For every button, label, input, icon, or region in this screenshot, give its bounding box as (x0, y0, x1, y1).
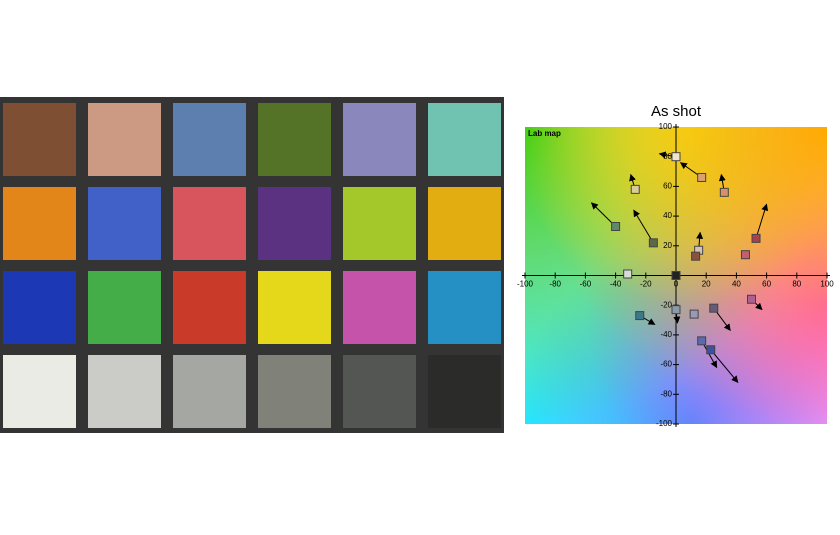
point (671, 305, 681, 315)
point (719, 187, 729, 197)
x-tick-label: 80 (792, 280, 801, 289)
x-tick-label: 100 (820, 280, 834, 289)
swatch (3, 271, 76, 344)
y-tick-label: 100 (659, 122, 673, 131)
x-tick-label: -60 (580, 280, 592, 289)
point (706, 345, 716, 355)
swatch (343, 103, 416, 176)
point (709, 303, 719, 313)
x-tick-label: -20 (640, 280, 652, 289)
point (691, 251, 701, 261)
x-tick-label: -80 (549, 280, 561, 289)
y-tick-label: 60 (663, 182, 672, 191)
swatch (88, 187, 161, 260)
y-tick-label: 20 (663, 241, 672, 250)
swatch (343, 355, 416, 428)
swatch (343, 271, 416, 344)
y-tick-label: -20 (660, 300, 672, 309)
x-tick-label: -100 (517, 280, 534, 289)
swatch (3, 103, 76, 176)
shift-arrow (710, 349, 739, 383)
checker-frame (0, 97, 504, 433)
point (611, 221, 621, 231)
swatch (428, 187, 501, 260)
y-tick-label: 40 (663, 211, 672, 220)
point (740, 250, 750, 260)
y-tick-label: -60 (660, 360, 672, 369)
y-tick-label: -80 (660, 389, 672, 398)
swatch (88, 103, 161, 176)
annotation: Lab map (528, 129, 561, 138)
shift-arrow (755, 203, 769, 239)
swatch (3, 187, 76, 260)
y-tick-label: -100 (656, 419, 673, 428)
swatch (258, 355, 331, 428)
point (671, 152, 681, 162)
point (630, 184, 640, 194)
point (747, 294, 756, 304)
swatch (428, 103, 501, 176)
color-checker (0, 97, 504, 433)
point (648, 238, 658, 248)
point (697, 172, 707, 182)
x-tick-label: 40 (732, 280, 741, 289)
point (671, 271, 681, 280)
x-tick-label: 0 (674, 280, 679, 289)
x-tick-label: 60 (762, 280, 771, 289)
swatch (88, 355, 161, 428)
swatch (173, 187, 246, 260)
point (751, 233, 761, 243)
swatch (343, 187, 416, 260)
shift-arrow (633, 209, 654, 244)
y-tick-label: 80 (663, 152, 672, 161)
x-tick-label: 20 (702, 280, 711, 289)
chart-title: As shot (651, 103, 702, 120)
swatch (3, 355, 76, 428)
swatch (258, 103, 331, 176)
swatch (88, 271, 161, 344)
point (623, 269, 633, 279)
y-tick-label: -40 (660, 330, 672, 339)
swatch (258, 271, 331, 344)
swatch (173, 271, 246, 344)
swatch (173, 103, 246, 176)
swatch (428, 355, 501, 428)
swatch (428, 271, 501, 344)
x-tick-label: -40 (610, 280, 622, 289)
point (697, 336, 707, 346)
swatch (173, 355, 246, 428)
swatch (258, 187, 331, 260)
point (635, 311, 645, 321)
point (689, 309, 699, 319)
